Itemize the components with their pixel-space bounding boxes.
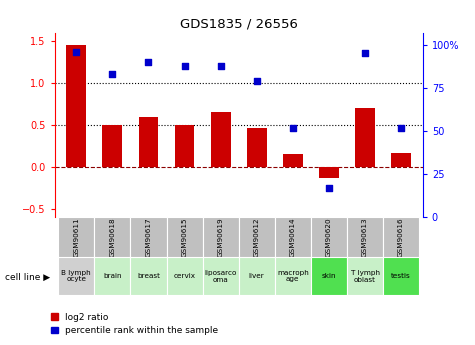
Bar [203, 257, 239, 295]
Text: GSM90619: GSM90619 [218, 217, 224, 257]
Bar [95, 217, 131, 257]
Point [145, 59, 152, 65]
Point [253, 78, 260, 84]
Text: GSM90613: GSM90613 [362, 217, 368, 257]
Title: GDS1835 / 26556: GDS1835 / 26556 [180, 17, 298, 30]
Bar [275, 217, 311, 257]
Bar [391, 153, 411, 167]
Point [325, 185, 332, 191]
Bar [383, 257, 419, 295]
Bar [239, 257, 275, 295]
Bar [203, 217, 239, 257]
Text: GSM90614: GSM90614 [290, 217, 296, 257]
Text: GSM90616: GSM90616 [398, 217, 404, 257]
Bar [139, 117, 158, 167]
Text: GSM90617: GSM90617 [145, 217, 152, 257]
Bar [167, 217, 203, 257]
Text: GSM90620: GSM90620 [326, 217, 332, 257]
Text: testis: testis [391, 273, 411, 279]
Bar [95, 257, 131, 295]
Text: GSM90615: GSM90615 [181, 217, 188, 257]
Bar [355, 108, 375, 167]
Text: GSM90618: GSM90618 [109, 217, 115, 257]
Text: cell line ▶: cell line ▶ [5, 273, 50, 282]
Point [181, 63, 189, 68]
Legend: log2 ratio, percentile rank within the sample: log2 ratio, percentile rank within the s… [48, 309, 222, 339]
Bar [311, 217, 347, 257]
Text: T lymph
oblast: T lymph oblast [351, 269, 380, 283]
Bar [167, 257, 203, 295]
Point [397, 125, 405, 130]
Bar [347, 257, 383, 295]
Bar [275, 257, 311, 295]
Bar [311, 257, 347, 295]
Bar [383, 217, 419, 257]
Text: GSM90611: GSM90611 [73, 217, 79, 257]
Text: liver: liver [249, 273, 265, 279]
Bar [103, 125, 122, 167]
Text: skin: skin [322, 273, 336, 279]
Text: breast: breast [137, 273, 160, 279]
Text: cervix: cervix [173, 273, 196, 279]
Bar [58, 217, 95, 257]
Bar [319, 167, 339, 178]
Bar [283, 155, 303, 167]
Bar [66, 45, 86, 167]
Text: macroph
age: macroph age [277, 269, 309, 283]
Point [73, 49, 80, 55]
Bar [347, 217, 383, 257]
Point [361, 51, 369, 56]
Bar [175, 125, 194, 167]
Bar [131, 217, 167, 257]
Bar [131, 257, 167, 295]
Bar [239, 217, 275, 257]
Bar [211, 112, 230, 167]
Text: brain: brain [103, 273, 122, 279]
Bar [247, 128, 266, 167]
Point [289, 125, 296, 130]
Bar [58, 257, 95, 295]
Text: GSM90612: GSM90612 [254, 217, 260, 257]
Text: B lymph
ocyte: B lymph ocyte [61, 269, 91, 283]
Text: liposarco
oma: liposarco oma [204, 269, 237, 283]
Point [217, 63, 225, 68]
Point [109, 71, 116, 77]
